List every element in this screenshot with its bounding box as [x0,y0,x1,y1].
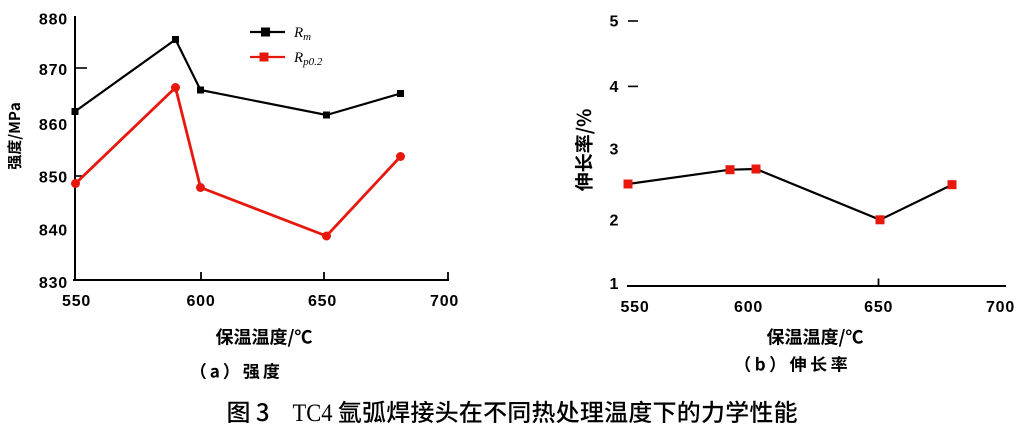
svg-text:1: 1 [610,276,619,293]
svg-text:2: 2 [610,213,619,230]
svg-text:850: 850 [39,169,68,186]
svg-text:830: 830 [39,275,68,292]
svg-text:840: 840 [39,222,68,239]
svg-text:700: 700 [986,299,1015,316]
svg-text:550: 550 [620,299,649,316]
svg-text:880: 880 [39,11,68,28]
svg-text:4: 4 [610,79,619,96]
svg-text:650: 650 [308,293,337,310]
svg-text:TC4: TC4 [293,400,333,427]
svg-text:3: 3 [610,141,619,158]
svg-text:5: 5 [610,14,619,31]
svg-text:550: 550 [62,293,91,310]
svg-text:650: 650 [864,299,893,316]
svg-text:600: 600 [186,293,215,310]
svg-text:700: 700 [430,293,459,310]
svg-text:860: 860 [39,117,68,134]
svg-text:600: 600 [734,299,763,316]
svg-text:870: 870 [39,62,68,79]
